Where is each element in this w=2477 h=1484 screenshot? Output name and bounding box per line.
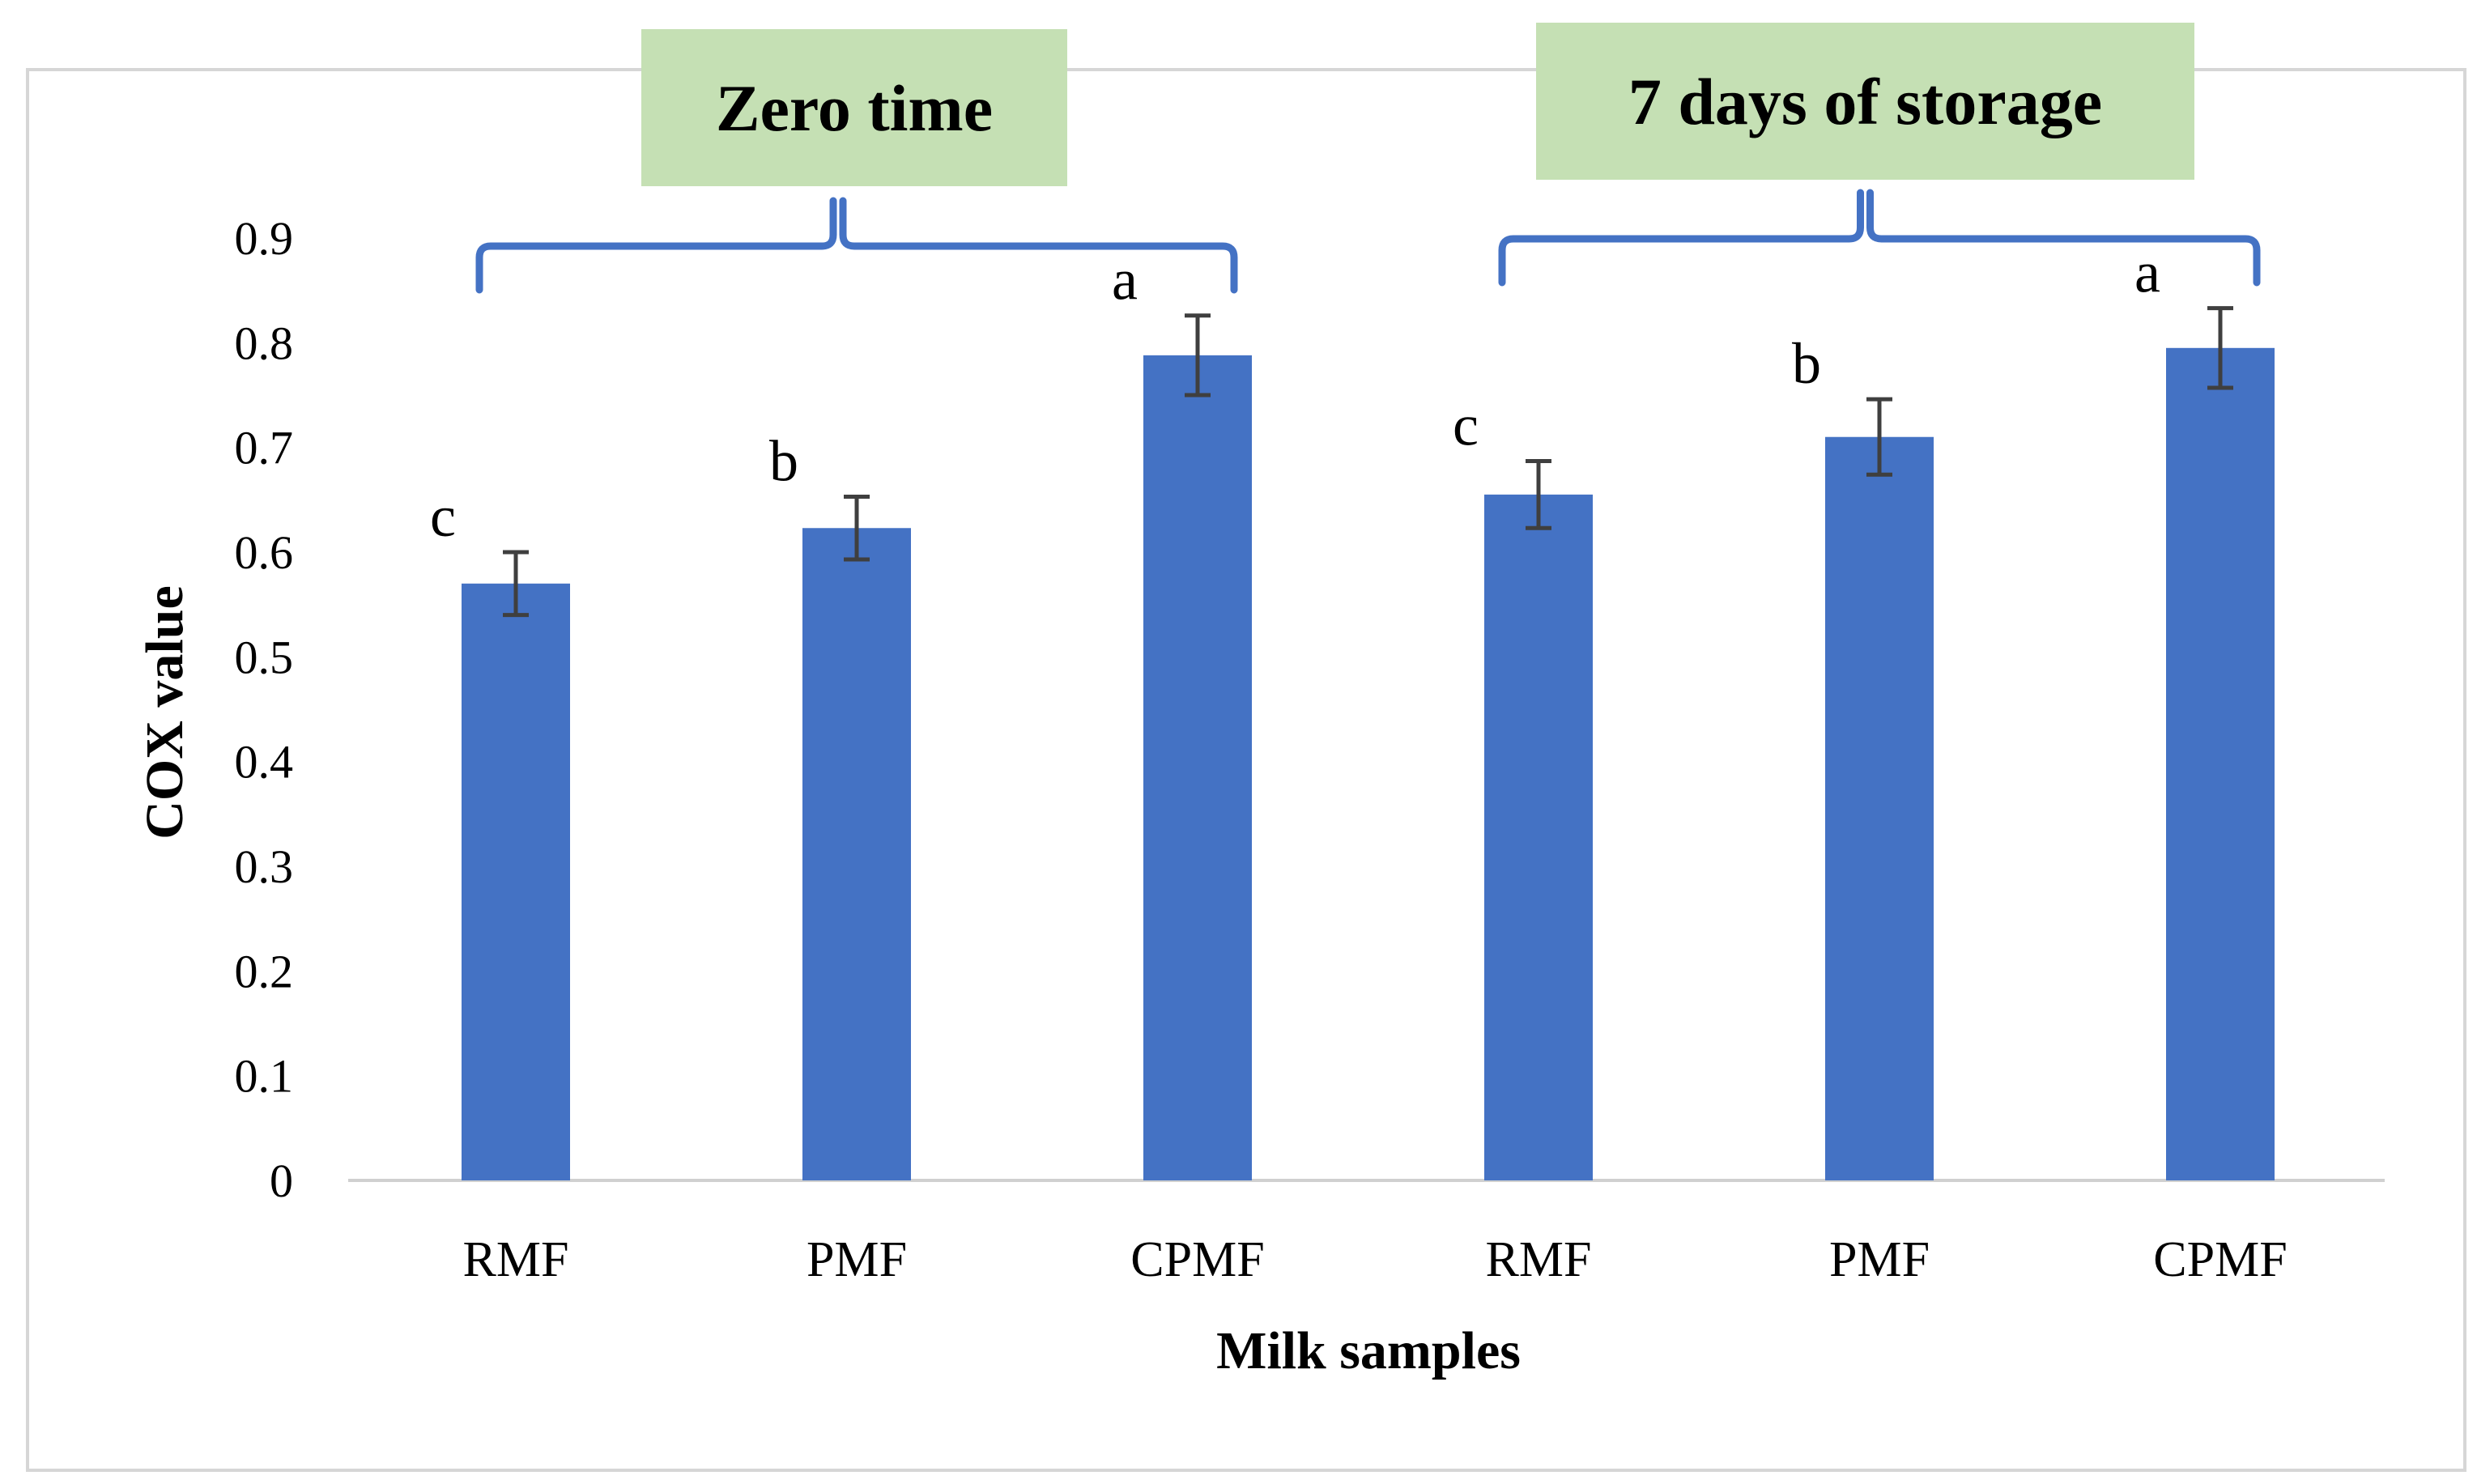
y-axis-ticks: 0 0.1 0.2 0.3 0.4 0.5 0.6 0.7 0.8 0.9 — [235, 212, 294, 1207]
bar — [2166, 347, 2275, 1180]
significance-letter: c — [430, 484, 456, 549]
x-category-label: RMF — [1486, 1232, 1592, 1287]
bar — [462, 583, 570, 1180]
x-category-label: CPMF — [1130, 1232, 1264, 1287]
bar — [1825, 436, 1934, 1180]
group-annotation: Zero time — [475, 29, 1238, 294]
bar — [1484, 494, 1593, 1180]
y-tick-label: 0.2 — [235, 945, 294, 997]
group-label: Zero time — [716, 71, 993, 145]
error-bar — [844, 494, 870, 562]
group-bracket — [1498, 189, 2261, 287]
group-bracket — [475, 197, 1238, 294]
y-axis-title: COX value — [135, 585, 194, 840]
x-category-label: CPMF — [2153, 1232, 2287, 1287]
group-annotations: Zero time 7 days of storage — [475, 23, 2261, 294]
group-label: 7 days of storage — [1628, 65, 2102, 138]
significance-letters: c b a c b a — [430, 240, 2160, 549]
significance-letter: b — [769, 428, 798, 493]
y-tick-label: 0.9 — [235, 212, 294, 265]
significance-letter: c — [1453, 393, 1479, 457]
bars — [462, 347, 2275, 1180]
group-label-box — [1536, 23, 2194, 180]
y-tick-label: 0.3 — [235, 840, 294, 893]
x-axis-categories: RMF PMF CPMF RMF PMF CPMF — [463, 1232, 2288, 1287]
x-category-label: RMF — [463, 1232, 569, 1287]
y-tick-label: 0.4 — [235, 736, 294, 789]
error-bar — [1866, 397, 1892, 477]
error-bar — [1526, 458, 1551, 530]
error-bar — [503, 550, 529, 618]
significance-letter: a — [2134, 240, 2160, 305]
bar — [802, 528, 911, 1180]
error-bars — [503, 306, 2233, 618]
y-tick-label: 0.7 — [235, 422, 294, 474]
group-label-box — [641, 29, 1067, 186]
significance-letter: a — [1112, 248, 1138, 313]
bar — [1143, 355, 1252, 1180]
x-axis-title: Milk samples — [1216, 1321, 1521, 1380]
x-category-label: PMF — [1829, 1232, 1930, 1287]
error-bar — [1185, 313, 1211, 398]
y-tick-label: 0.8 — [235, 317, 294, 369]
y-tick-label: 0.5 — [235, 631, 294, 683]
y-tick-label: 0.6 — [235, 526, 294, 579]
x-category-label: PMF — [807, 1232, 907, 1287]
group-annotation: 7 days of storage — [1498, 23, 2261, 287]
y-tick-label: 0.1 — [235, 1050, 294, 1103]
significance-letter: b — [1792, 331, 1821, 396]
error-bar — [2207, 306, 2233, 390]
y-tick-label: 0 — [270, 1154, 293, 1207]
